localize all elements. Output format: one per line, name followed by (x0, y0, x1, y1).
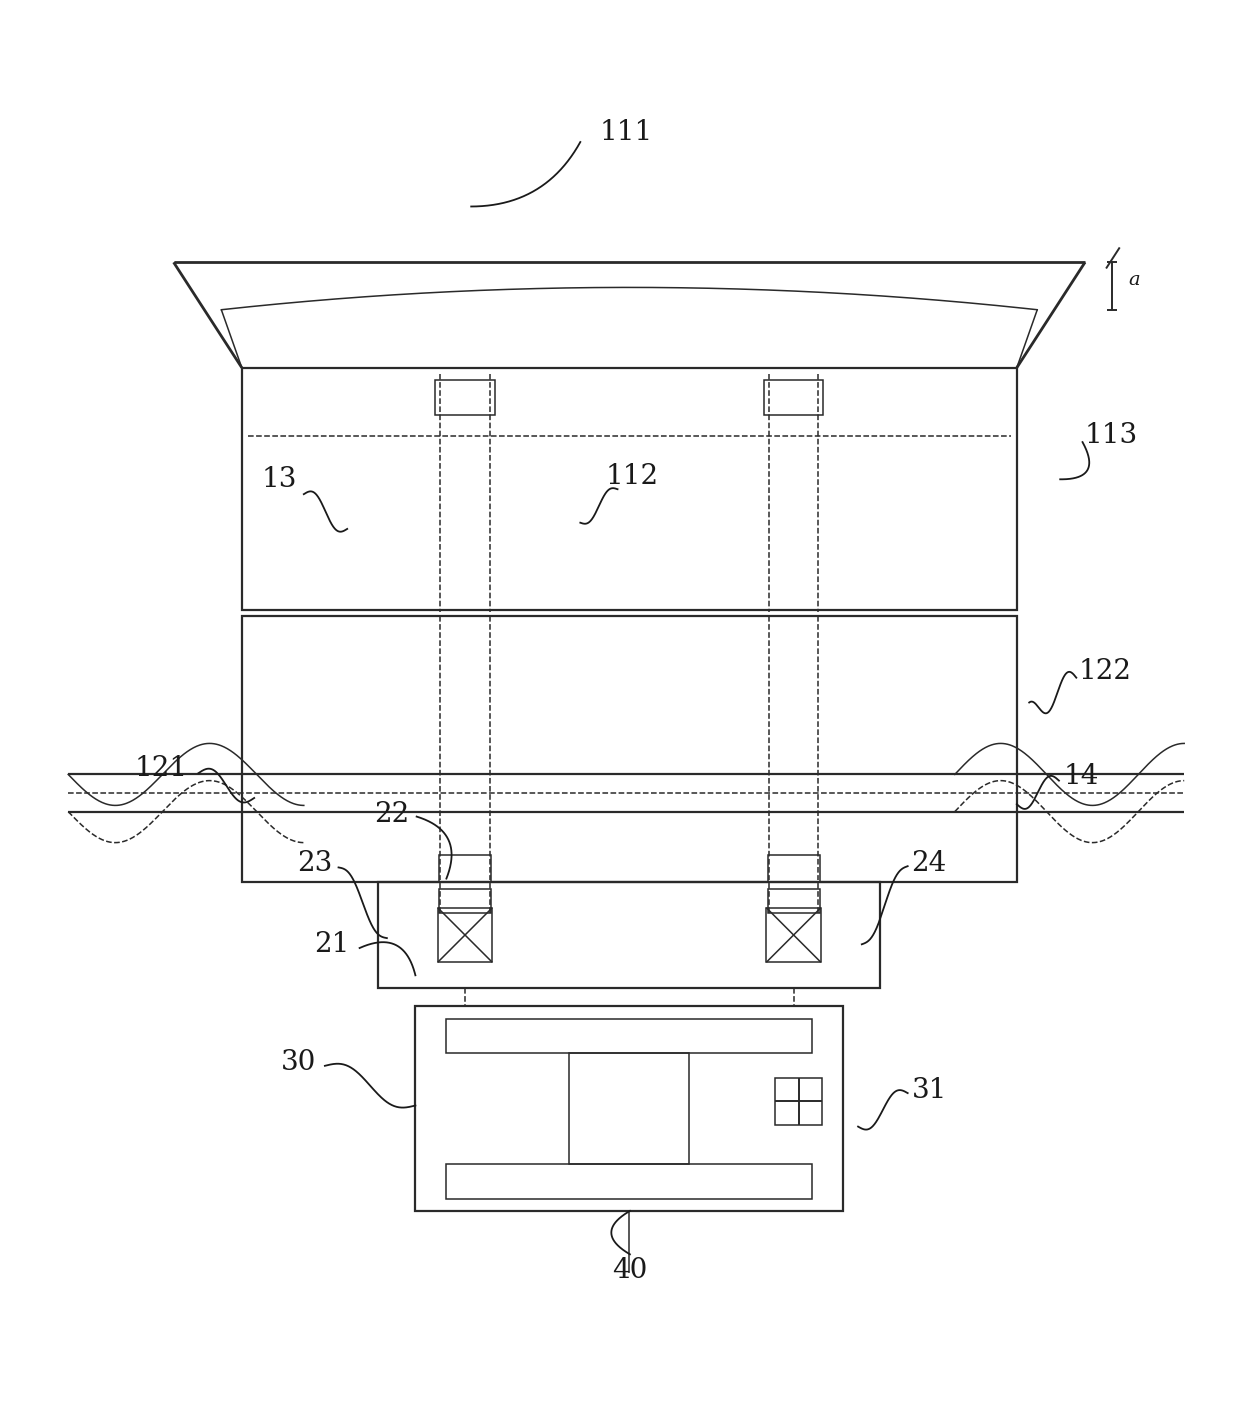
Text: 113: 113 (1085, 423, 1138, 450)
Text: 14: 14 (1064, 763, 1100, 791)
Bar (768, 888, 820, 913)
Bar (242, 615, 1017, 882)
Text: 112: 112 (606, 464, 658, 490)
Text: 13: 13 (262, 466, 296, 493)
Bar (435, 381, 495, 414)
Bar (439, 888, 491, 913)
Text: 24: 24 (911, 850, 946, 877)
Bar (764, 381, 823, 414)
Text: a: a (1128, 271, 1141, 289)
Text: 31: 31 (911, 1078, 947, 1104)
Text: 121: 121 (135, 754, 187, 781)
Text: 21: 21 (314, 930, 350, 958)
Bar (415, 1006, 843, 1211)
Bar (768, 856, 820, 882)
Text: 122: 122 (1079, 658, 1132, 686)
Text: 23: 23 (298, 850, 332, 877)
Text: 22: 22 (374, 801, 409, 828)
Bar (439, 856, 491, 882)
Bar (569, 1054, 689, 1163)
Bar (775, 1078, 822, 1125)
Bar (446, 1019, 812, 1054)
Bar (438, 908, 492, 962)
Text: 40: 40 (613, 1257, 647, 1284)
Text: 111: 111 (600, 118, 652, 146)
Bar (378, 882, 880, 988)
Bar (242, 368, 1017, 610)
Text: 30: 30 (280, 1048, 316, 1076)
Bar (766, 908, 821, 962)
Bar (446, 1163, 812, 1198)
